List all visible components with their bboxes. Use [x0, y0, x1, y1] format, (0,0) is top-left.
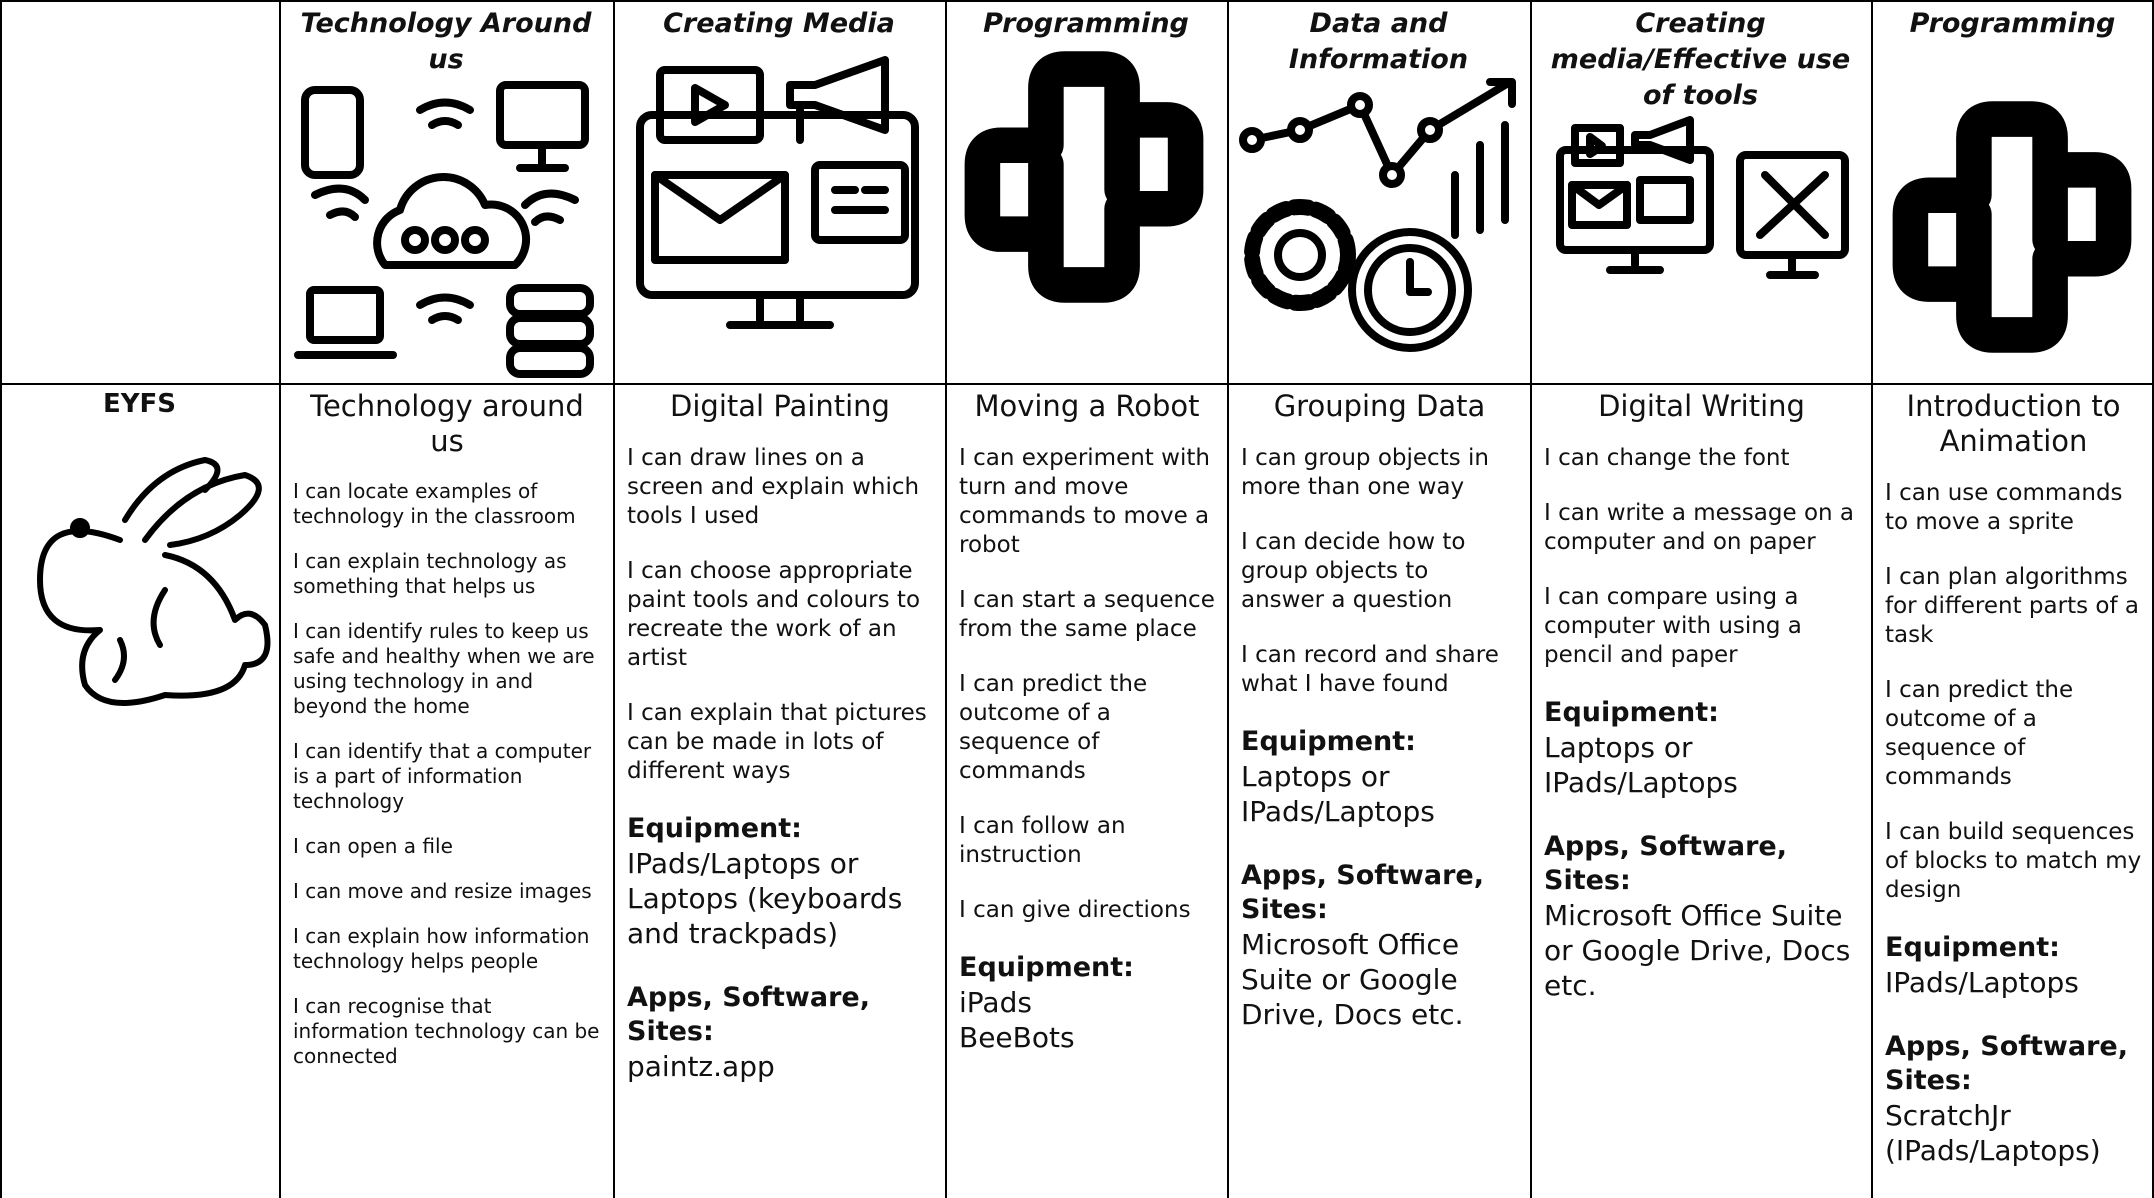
statement: I can decide how to group objects to ans…: [1241, 529, 1466, 613]
cell-title: Introduction to Animation: [1906, 389, 2121, 458]
statement: I can group objects in more than one way: [1241, 445, 1489, 500]
equipment: IPads/Laptops or Laptops (keyboards and …: [627, 847, 903, 950]
statement: I can compare using a computer with usin…: [1544, 584, 1802, 668]
header-cell: Creating Media: [613, 0, 945, 383]
equipment-heading: Equipment:: [1544, 697, 1719, 728]
column-title: Programming: [1909, 8, 2116, 39]
border: [945, 0, 947, 1198]
border: [1871, 0, 1873, 1198]
column-title: Data and Information: [1288, 8, 1469, 75]
tools-icon: [1556, 116, 1849, 279]
cell-title: Digital Writing: [1598, 389, 1805, 423]
cell-title: Grouping Data: [1273, 389, 1486, 423]
header-cell: Data and Information: [1227, 0, 1530, 383]
border: [279, 0, 281, 1198]
equipment: Laptops or IPads/Laptops: [1544, 731, 1738, 799]
statement: I can explain that pictures can be made …: [627, 700, 927, 784]
python-icon: [982, 69, 1185, 285]
equipment-heading: Equipment:: [959, 952, 1134, 983]
header-cell: Programming: [1871, 0, 2154, 383]
equipment: IPads/Laptops: [1885, 966, 2079, 999]
icons: [37, 0, 2154, 706]
apps: ScratchJr (IPads/Laptops): [1885, 1099, 2101, 1167]
equipment-heading: Equipment:: [1241, 726, 1416, 757]
statement: I can open a file: [293, 834, 453, 858]
statement: I can predict the outcome of a sequence …: [1885, 677, 2074, 790]
border: [0, 383, 2154, 385]
border: [613, 0, 615, 1198]
border: [0, 0, 2154, 2]
statement: I can choose appropriate paint tools and…: [627, 558, 921, 671]
apps-heading: Apps, Software, Sites:: [1241, 860, 1484, 925]
column-title: Technology Around us: [300, 8, 592, 75]
apps: Microsoft Office Suite or Google Drive, …: [1544, 899, 1851, 1002]
border: [2152, 0, 2154, 1198]
apps-heading: Apps, Software, Sites:: [1885, 1031, 2128, 1096]
statement: I can recognise that information technol…: [293, 994, 600, 1068]
statement: I can give directions: [959, 897, 1191, 923]
row-label: EYFS: [102, 389, 177, 419]
statement: I can move and resize images: [293, 879, 592, 903]
row-label-cell: EYFS: [0, 383, 279, 1198]
apps-heading: Apps, Software, Sites:: [627, 982, 870, 1047]
content-cell: Technology around us I can locate example…: [279, 383, 613, 1198]
apps-heading: Apps, Software, Sites:: [1544, 831, 1787, 896]
statement: I can write a message on a computer and …: [1544, 500, 1854, 555]
technology-icon: [294, 81, 594, 378]
statement: I can plan algorithms for different part…: [1885, 564, 2139, 648]
column-title: Creating media/Effective use of tools: [1550, 8, 1851, 111]
apps: paintz.app: [627, 1050, 775, 1083]
python-icon: [1910, 119, 2113, 335]
statement: I can use commands to move a sprite: [1885, 480, 2123, 535]
content-cell: Grouping Data I can group objects in more…: [1227, 383, 1530, 1198]
content-cell: Digital Writing I can change the font I ca…: [1530, 383, 1871, 1198]
statement: I can explain technology as something th…: [293, 549, 567, 598]
rabbit-icon: [37, 457, 271, 706]
statement: I can record and share what I have found: [1241, 642, 1499, 697]
statement: I can start a sequence from the same pla…: [959, 587, 1215, 642]
header-cell: Programming: [945, 0, 1227, 383]
statement: I can predict the outcome of a sequence …: [959, 671, 1148, 784]
statement: I can experiment with turn and move comm…: [959, 445, 1210, 558]
equipment-heading: Equipment:: [627, 813, 802, 844]
border: [1227, 0, 1229, 1198]
header-cell: Technology Around us: [279, 0, 613, 383]
header-cell: Creating media/Effective use of tools: [1530, 0, 1871, 383]
column-title: Creating Media: [663, 8, 895, 39]
statement: I can identify rules to keep us safe and…: [293, 619, 595, 718]
content-cell: Digital Painting I can draw lines on a sc…: [613, 383, 945, 1198]
equipment-heading: Equipment:: [1885, 932, 2060, 963]
data-icon: [1239, 78, 1516, 352]
content-cell: Moving a Robot I can experiment with turn…: [945, 383, 1227, 1198]
statement: I can locate examples of technology in t…: [293, 479, 576, 528]
equipment: Laptops or IPads/Laptops: [1241, 760, 1435, 828]
cell-title: Digital Painting: [670, 389, 890, 423]
border: [0, 0, 2, 1198]
cell-title: Moving a Robot: [974, 389, 1200, 423]
content-cell: Introduction to Animation I can use comma…: [1871, 383, 2154, 1198]
border: [1530, 0, 1532, 1198]
statement: I can draw lines on a screen and explain…: [627, 445, 920, 529]
statement: I can build sequences of blocks to match…: [1885, 819, 2142, 903]
statement: I can change the font: [1544, 445, 1790, 471]
statement: I can explain how information technology…: [293, 924, 590, 973]
statement: I can identify that a computer is a part…: [293, 739, 592, 813]
equipment: BeeBots: [959, 1021, 1075, 1054]
apps: Microsoft Office Suite or Google Drive, …: [1241, 928, 1464, 1031]
media-icon: [636, 56, 919, 329]
equipment: iPads: [959, 986, 1032, 1019]
column-title: Programming: [983, 8, 1189, 39]
cell-title: Technology around us: [310, 389, 584, 458]
statement: I can follow an instruction: [959, 813, 1126, 868]
